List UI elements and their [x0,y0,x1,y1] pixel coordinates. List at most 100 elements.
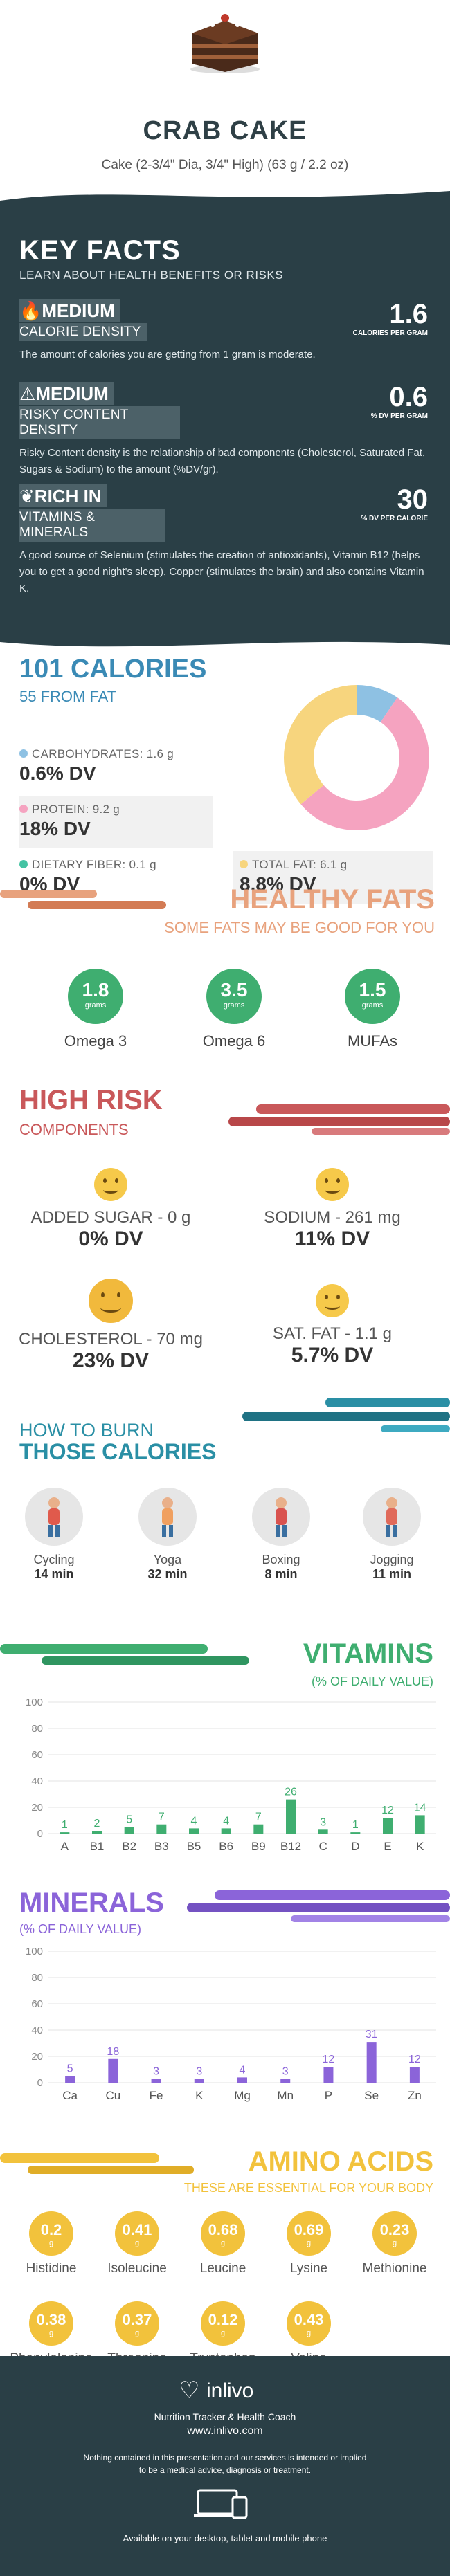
x-tick-label: D [351,1840,359,1853]
bar [221,1828,231,1834]
fat-value: 3.5 [220,979,248,1001]
burn-item: Jogging 11 min [350,1488,433,1582]
x-tick-label: Se [364,2089,379,2102]
bar [318,1829,328,1834]
bar-value-label: 1 [352,1819,359,1831]
amino-value: 0.38 [36,2311,66,2328]
smiley-icon [89,1279,133,1323]
boxing-icon [252,1488,310,1546]
bar-value-label: 7 [255,1811,262,1823]
vitamins-density-label: VITAMINS & MINERALS [19,509,165,542]
bar-value-label: 26 [285,1787,297,1798]
bar [194,2079,204,2083]
burn-title-2: THOSE CALORIES [19,1439,217,1464]
protein-label: PROTEIN: 9.2 g [32,803,120,816]
amino-circle: 0.12 g [201,2301,245,2346]
smiley-icon [316,1284,349,1317]
protein-band [19,796,213,848]
vitamins-density-value: 30 [397,484,429,515]
amino-item: 0.68 g Leucine [181,2211,264,2276]
warning-icon: ⚠ [19,383,36,404]
smiley-icon [94,1168,127,1201]
amino-circle: 0.38 g [29,2301,73,2346]
vitamins-subtitle: (% OF DAILY VALUE) [311,1674,433,1688]
amino-unit: g [220,2239,226,2247]
donut-slice-fat [284,685,357,805]
wave-divider [0,191,450,206]
amino-name: Lysine [289,2261,328,2276]
bar [156,1824,167,1834]
amino-subtitle: THESE ARE ESSENTIAL FOR YOUR BODY [183,2181,433,2195]
risk-item: CHOLESTEROL - 70 mg 23% DV [7,1279,215,1373]
brand-url[interactable]: www.inlivo.com [187,2425,263,2437]
calorie-density-level: MEDIUM [42,300,115,321]
vitamins-density-unit: % DV PER CALORIE [361,515,428,522]
yoga-icon [138,1488,197,1546]
amino-value: 0.68 [208,2221,238,2238]
bar [280,2079,291,2083]
fat-macro: TOTAL FAT: 6.1 g 8.8% DV [240,858,433,895]
amino-value: 0.37 [122,2311,152,2328]
devices-text: Available on your desktop, tablet and mo… [123,2533,327,2543]
calories-section: 101 CALORIES 55 FROM FAT CARBOHYDRATES: … [0,650,450,904]
y-tick-label: 20 [31,2051,43,2063]
fat-circle: 1.5 grams [345,969,400,1024]
risk-dv: 23% DV [72,1349,150,1372]
risk-item: SAT. FAT - 1.1 g 5.7% DV [228,1279,436,1367]
risky-density-block: ⚠MEDIUM RISKY CONTENT DENSITY 0.6 % DV P… [19,382,435,478]
amino-unit: g [48,2329,54,2337]
amino-unit: g [48,2239,54,2247]
y-tick-label: 100 [26,1946,43,1957]
fiber-dot [19,860,28,868]
header: CRAB CAKE Cake (2-3/4" Dia, 3/4" High) (… [0,0,450,172]
bar [151,2079,161,2083]
fat-name: Omega 3 [64,1032,127,1050]
wave-divider [0,641,450,652]
carbs-dot [19,749,28,758]
x-tick-label: P [325,2089,332,2102]
amino-name: Leucine [199,2261,246,2276]
bar-value-label: 4 [223,1815,229,1827]
healthy-fats-title: HEALTHY FATS [230,884,435,915]
bar-value-label: 14 [414,1802,426,1814]
healthy-fats-subtitle: SOME FATS MAY BE GOOD FOR YOU [164,919,435,936]
amino-value: 0.43 [294,2311,324,2328]
minerals-title: MINERALS [19,1888,164,1918]
flame-icon: 🔥 [19,300,42,321]
fat-unit: grams [84,1001,107,1010]
burn-activity: Jogging [370,1553,414,1566]
fat-circle: 1.8 grams [68,969,123,1024]
burn-time: 8 min [264,1567,298,1581]
decor-stripes [0,1644,249,1665]
y-tick-label: 100 [26,1697,43,1708]
amino-name: Histidine [26,2261,77,2276]
amino-circle: 0.43 g [287,2301,331,2346]
vitamins-density-block: ❦RICH IN VITAMINS & MINERALS 30 % DV PER… [19,484,435,597]
x-tick-label: Zn [408,2089,422,2102]
bar-value-label: 1 [62,1819,68,1831]
x-tick-label: E [384,1840,391,1853]
amino-name: Isoleucine [107,2261,167,2276]
calorie-density-value: 1.6 [389,299,428,329]
bar [60,1832,70,1834]
brand-name: inlivo [206,2379,254,2402]
bar [237,2077,247,2083]
bar [286,1799,296,1834]
amino-value: 0.12 [208,2311,238,2328]
amino-circle: 0.41 g [115,2211,159,2256]
minerals-subtitle: (% OF DAILY VALUE) [19,1922,142,1936]
amino-value: 0.69 [294,2221,324,2238]
burn-activity: Boxing [262,1553,300,1566]
leaf-icon: ❦ [19,486,35,506]
risky-density-level: MEDIUM [35,383,109,404]
bar [92,1831,102,1834]
amino-name: Methionine [362,2261,427,2276]
vitamins-title: VITAMINS [303,1638,433,1669]
risky-density-value: 0.6 [389,382,428,412]
x-tick-label: Ca [62,2089,78,2102]
amino-unit: g [306,2329,312,2337]
y-tick-label: 0 [37,2077,43,2089]
amino-circle: 0.23 g [372,2211,417,2256]
x-tick-label: B2 [122,1840,136,1853]
